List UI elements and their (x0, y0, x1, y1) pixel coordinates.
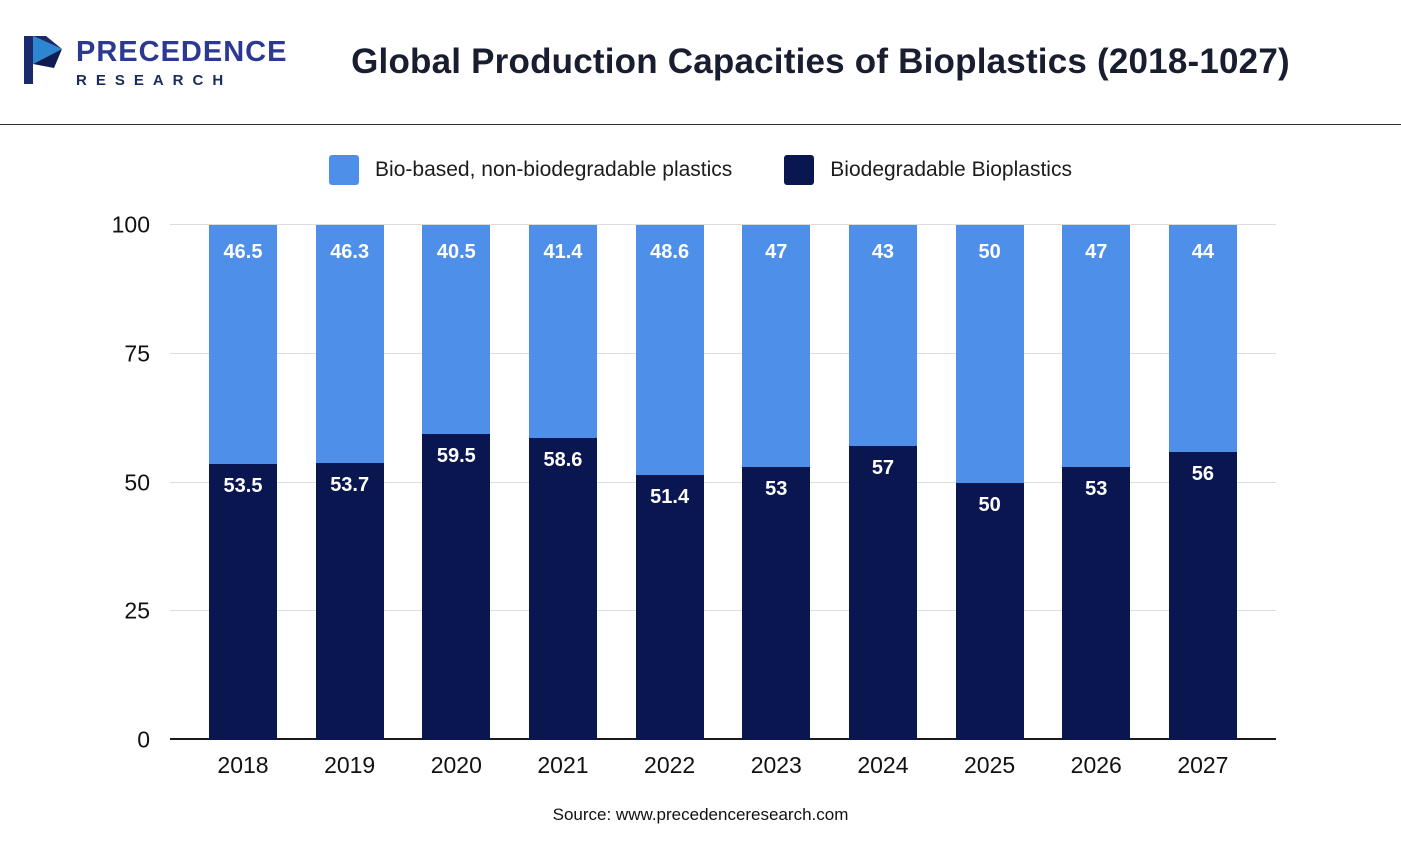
bar-segment-biobased-2018: 46.5 (209, 225, 277, 465)
header: PRECEDENCE RESEARCH Global Production Ca… (0, 0, 1401, 125)
bar-2020: 40.5 59.5 (422, 225, 491, 740)
legend-item-biodegradable: Biodegradable Bioplastics (784, 155, 1072, 185)
x-tick-2020: 2020 (430, 752, 482, 778)
logo-wordmark: PRECEDENCE (76, 35, 288, 68)
bar-segment-biobased-2021: 41.4 (528, 225, 597, 439)
bar-2022: 48.6 51.4 (635, 225, 704, 740)
value-label-biodegradable-2027: 56 (1191, 462, 1215, 485)
bar-segment-biodegradable-2023: 53 (742, 467, 811, 740)
value-label-biodegradable-2019: 53.7 (330, 474, 370, 497)
value-label-biobased-2025: 50 (978, 241, 1001, 263)
value-label-biobased-2020: 40.5 (436, 241, 476, 263)
x-tick-2022: 2022 (644, 752, 696, 778)
bar-2024: 43 57 (848, 225, 917, 740)
bar-segment-biodegradable-2018: 53.5 (209, 464, 277, 740)
bar-segment-biobased-2026: 47 (1062, 225, 1131, 468)
x-axis-labels: 2018 2019 2020 2021 2022 2023 2024 2025 2026 2027 (170, 752, 1276, 779)
bar-segment-biobased-2022: 48.6 (635, 225, 704, 476)
bar-segment-biobased-2020: 40.5 (422, 225, 491, 434)
bar-segment-biobased-2024: 43 (848, 225, 917, 447)
value-label-biodegradable-2025: 50 (978, 493, 1001, 516)
bar-2027: 44 56 (1168, 225, 1237, 740)
precedence-research-logo: PRECEDENCE RESEARCH (20, 34, 300, 91)
chart-title: Global Production Capacities of Bioplast… (351, 42, 1290, 81)
value-label-biobased-2026: 47 (1085, 241, 1108, 263)
value-label-biobased-2023: 47 (765, 241, 788, 263)
legend-swatch-biodegradable (784, 155, 815, 185)
value-label-biodegradable-2020: 59.5 (436, 444, 476, 467)
source-text: Source: www.precedenceresearch.com (552, 805, 849, 824)
bar-segment-biodegradable-2025: 50 (955, 482, 1024, 740)
x-tick-2021: 2021 (537, 752, 589, 778)
bar-2021: 41.4 58.6 (528, 225, 597, 740)
precedence-logo-icon (20, 34, 66, 91)
legend: Bio-based, non-biodegradable plastics Bi… (0, 155, 1401, 185)
value-label-biobased-2021: 41.4 (543, 241, 583, 263)
value-label-biodegradable-2023: 53 (765, 478, 788, 501)
bar-segment-biodegradable-2024: 57 (848, 446, 917, 740)
value-label-biobased-2027: 44 (1191, 241, 1215, 263)
x-tick-2023: 2023 (750, 752, 802, 778)
bar-2018: 46.5 53.5 (209, 225, 277, 740)
x-tick-2018: 2018 (217, 752, 269, 778)
gridline-25 (170, 610, 1276, 612)
logo-subtitle: RESEARCH (76, 71, 233, 89)
bar-segment-biodegradable-2019: 53.7 (315, 463, 384, 740)
value-label-biodegradable-2018: 53.5 (223, 475, 263, 498)
gridline-75 (170, 352, 1276, 354)
bar-segment-biobased-2023: 47 (742, 225, 811, 468)
value-label-biobased-2019: 46.3 (330, 241, 370, 263)
bar-2026: 47 53 (1062, 225, 1131, 740)
bar-2019: 46.3 53.7 (315, 225, 384, 740)
value-label-biodegradable-2026: 53 (1085, 478, 1108, 501)
value-label-biodegradable-2024: 57 (871, 457, 895, 480)
x-tick-2024: 2024 (857, 752, 909, 778)
bars: 46.5 53.5 46.3 53.7 40.5 59.5 41.4 58.6 48.6 51.4… (170, 225, 1276, 740)
x-tick-2027: 2027 (1177, 752, 1229, 778)
y-tick-100: 100 (111, 211, 150, 238)
bar-segment-biodegradable-2021: 58.6 (528, 438, 597, 740)
x-tick-2019: 2019 (324, 752, 376, 778)
bar-segment-biodegradable-2022: 51.4 (635, 475, 704, 740)
bar-2023: 47 53 (742, 225, 811, 740)
y-tick-25: 25 (124, 597, 150, 624)
bar-segment-biobased-2027: 44 (1168, 225, 1237, 452)
plot-area: 0 25 50 75 100 46.5 53.5 46.3 53.7 40.5 59.5 41.4 5… (112, 212, 1276, 753)
bar-segment-biodegradable-2026: 53 (1062, 467, 1131, 740)
y-tick-50: 50 (124, 469, 150, 495)
legend-swatch-biobased (329, 155, 360, 185)
value-label-biobased-2024: 43 (871, 241, 895, 263)
value-label-biodegradable-2022: 51.4 (650, 486, 690, 509)
legend-label-biodegradable: Biodegradable Bioplastics (830, 158, 1072, 181)
gridline-50 (170, 481, 1276, 483)
bar-segment-biodegradable-2020: 59.5 (422, 433, 491, 740)
bar-segment-biobased-2025: 50 (955, 225, 1024, 483)
y-tick-75: 75 (124, 340, 150, 367)
bar-segment-biodegradable-2027: 56 (1168, 451, 1237, 740)
value-label-biobased-2018: 46.5 (223, 241, 263, 263)
legend-label-biobased: Bio-based, non-biodegradable plastics (375, 158, 733, 181)
gridline-100 (170, 224, 1276, 225)
logo-text: PRECEDENCE RESEARCH (76, 36, 287, 89)
value-label-biobased-2022: 48.6 (650, 241, 690, 263)
x-axis-baseline (170, 738, 1276, 740)
bar-2025: 50 50 (955, 225, 1024, 740)
bar-segment-biobased-2019: 46.3 (315, 225, 384, 464)
value-label-biodegradable-2021: 58.6 (543, 449, 583, 472)
legend-item-biobased: Bio-based, non-biodegradable plastics (329, 155, 732, 185)
x-tick-2025: 2025 (964, 752, 1016, 778)
x-tick-2026: 2026 (1070, 752, 1122, 778)
y-tick-0: 0 (137, 726, 150, 753)
